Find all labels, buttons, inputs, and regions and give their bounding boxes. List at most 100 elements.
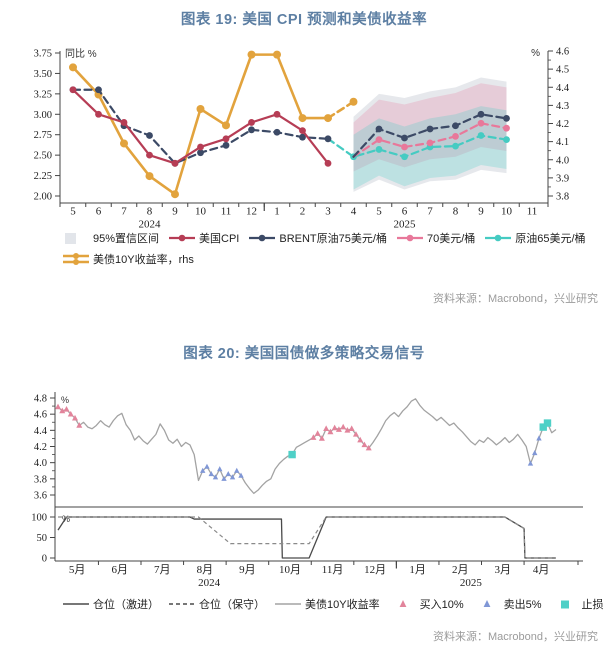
svg-text:4月: 4月	[533, 564, 550, 576]
legend-item-label: 止损	[581, 599, 604, 611]
svg-text:2.50: 2.50	[34, 151, 52, 162]
svg-text:3.75: 3.75	[34, 49, 52, 60]
double-line-dot-icon	[63, 253, 89, 265]
square-icon	[560, 600, 569, 609]
svg-text:3.6: 3.6	[34, 491, 47, 502]
line-dot-icon	[485, 234, 512, 242]
svg-text:4.4: 4.4	[34, 426, 48, 437]
svg-text:6月: 6月	[111, 564, 128, 576]
svg-text:2.75: 2.75	[34, 130, 52, 141]
svg-text:5: 5	[376, 206, 382, 218]
svg-text:4.8: 4.8	[34, 394, 47, 405]
svg-text:3.00: 3.00	[34, 110, 52, 121]
legend-row: 仓位（激进） 仓位（保守） 美债10Y收益率 买入10% 卖出5% 止损	[62, 596, 604, 612]
legend-item-label: 美债10Y收益率，rhs	[93, 254, 194, 266]
svg-text:2.25: 2.25	[34, 171, 52, 182]
svg-text:2: 2	[300, 206, 306, 218]
legend-item: 美债10Y收益率	[274, 596, 380, 612]
svg-text:%: %	[62, 514, 70, 524]
legend-item-label: 仓位（激进）	[93, 599, 159, 611]
legend-item: 仓位（激进）	[62, 596, 159, 612]
svg-text:4.2: 4.2	[34, 442, 47, 453]
svg-text:5月: 5月	[69, 564, 86, 576]
svg-text:1月: 1月	[409, 564, 426, 576]
dashed-line-icon	[169, 603, 195, 605]
chart19-title: 图表 19: 美国 CPI 预测和美债收益率	[180, 12, 428, 28]
legend-item-label: 卖出5%	[503, 599, 542, 611]
svg-text:3.50: 3.50	[34, 69, 52, 80]
svg-text:3.8: 3.8	[34, 474, 47, 485]
svg-text:2.00: 2.00	[34, 192, 52, 203]
svg-text:4.6: 4.6	[556, 47, 569, 58]
svg-text:4.0: 4.0	[556, 155, 569, 166]
svg-text:9: 9	[478, 206, 484, 218]
svg-text:%: %	[61, 395, 69, 405]
svg-text:8: 8	[453, 206, 459, 218]
svg-text:50: 50	[37, 533, 48, 544]
legend-item-label: 买入10%	[419, 599, 464, 611]
svg-text:10: 10	[195, 206, 207, 218]
svg-text:4.6: 4.6	[34, 410, 47, 421]
legend-item: 止损	[551, 596, 604, 612]
chart19-canvas: 2.00 2.25 2.50 2.75 3.00 3.25 3.50 3.75 3.8 3.9 4.…	[34, 47, 570, 231]
svg-text:9月: 9月	[239, 564, 256, 576]
chart20-title: 图表 20: 美国国债做多策略交易信号	[183, 346, 425, 362]
svg-text:7: 7	[427, 206, 433, 218]
line-dot-icon	[249, 234, 276, 242]
legend-item: 美债10Y收益率，rhs	[62, 251, 194, 267]
svg-text:4.0: 4.0	[34, 458, 47, 469]
svg-text:4.4: 4.4	[556, 83, 570, 94]
solid-line-icon	[63, 603, 89, 605]
legend-item: 95%置信区间	[62, 230, 159, 246]
legend-item-label: 美国CPI	[199, 233, 240, 245]
legend-item-label: 95%置信区间	[93, 233, 160, 245]
svg-text:5: 5	[70, 206, 76, 218]
svg-text:4.1: 4.1	[556, 137, 569, 148]
svg-text:6: 6	[402, 206, 408, 218]
svg-text:3: 3	[325, 206, 331, 218]
svg-text:7月: 7月	[154, 564, 171, 576]
svg-text:2024: 2024	[198, 577, 221, 589]
legend-row: 美债10Y收益率，rhs	[62, 251, 582, 267]
legend-item-label: 原油65美元/桶	[515, 233, 586, 245]
svg-text:2025: 2025	[460, 577, 483, 589]
chart20-source: 资料来源：Macrobond，兴业研究	[432, 631, 598, 643]
legend-item: 买入10%	[389, 596, 464, 612]
svg-text:%: %	[531, 48, 540, 59]
legend-item: BRENT原油75美元/桶	[248, 230, 387, 246]
line-dot-icon	[169, 234, 196, 242]
legend-item-label: 70美元/桶	[426, 233, 476, 245]
chart20-canvas: 3.6 3.8 4.0 4.2 4.4 4.6 4.8 % 0 50 100 % 5月 6月 7月 8月 9月 1…	[31, 392, 583, 589]
svg-text:3.9: 3.9	[556, 173, 569, 184]
tri-up-icon	[483, 600, 491, 607]
svg-text:3.25: 3.25	[34, 89, 52, 100]
svg-text:10: 10	[501, 206, 513, 218]
chart20-legend: 仓位（激进） 仓位（保守） 美债10Y收益率 买入10% 卖出5% 止损	[62, 596, 604, 617]
legend-item: 卖出5%	[473, 596, 542, 612]
legend-item-label: BRENT原油75美元/桶	[279, 233, 387, 245]
svg-text:12月: 12月	[364, 564, 386, 576]
chart19-legend: 95%置信区间 美国CPI BRENT原油75美元/桶 70美元/桶 原油65美元/桶美…	[62, 230, 586, 272]
svg-text:6: 6	[96, 206, 102, 218]
svg-text:11: 11	[221, 206, 232, 218]
line-dot-icon	[396, 234, 423, 242]
svg-text:11月: 11月	[322, 564, 344, 576]
svg-text:4: 4	[351, 206, 357, 218]
gray-line-icon	[275, 603, 301, 605]
svg-text:同比 %: 同比 %	[65, 48, 97, 60]
svg-text:4.5: 4.5	[556, 65, 569, 76]
svg-text:10月: 10月	[279, 564, 301, 576]
legend-item: 70美元/桶	[396, 230, 475, 246]
svg-text:3月: 3月	[495, 564, 512, 576]
svg-text:9: 9	[172, 206, 178, 218]
legend-row: 95%置信区间 美国CPI BRENT原油75美元/桶 70美元/桶 原油65美元/桶	[62, 230, 586, 246]
svg-text:8月: 8月	[197, 564, 214, 576]
svg-text:8: 8	[147, 206, 153, 218]
svg-text:2月: 2月	[452, 564, 469, 576]
svg-text:3.8: 3.8	[556, 192, 569, 203]
chart19-source: 资料来源：Macrobond，兴业研究	[432, 293, 598, 305]
svg-text:4.3: 4.3	[556, 101, 569, 112]
svg-text:11: 11	[527, 206, 538, 218]
band-icon	[65, 233, 76, 244]
